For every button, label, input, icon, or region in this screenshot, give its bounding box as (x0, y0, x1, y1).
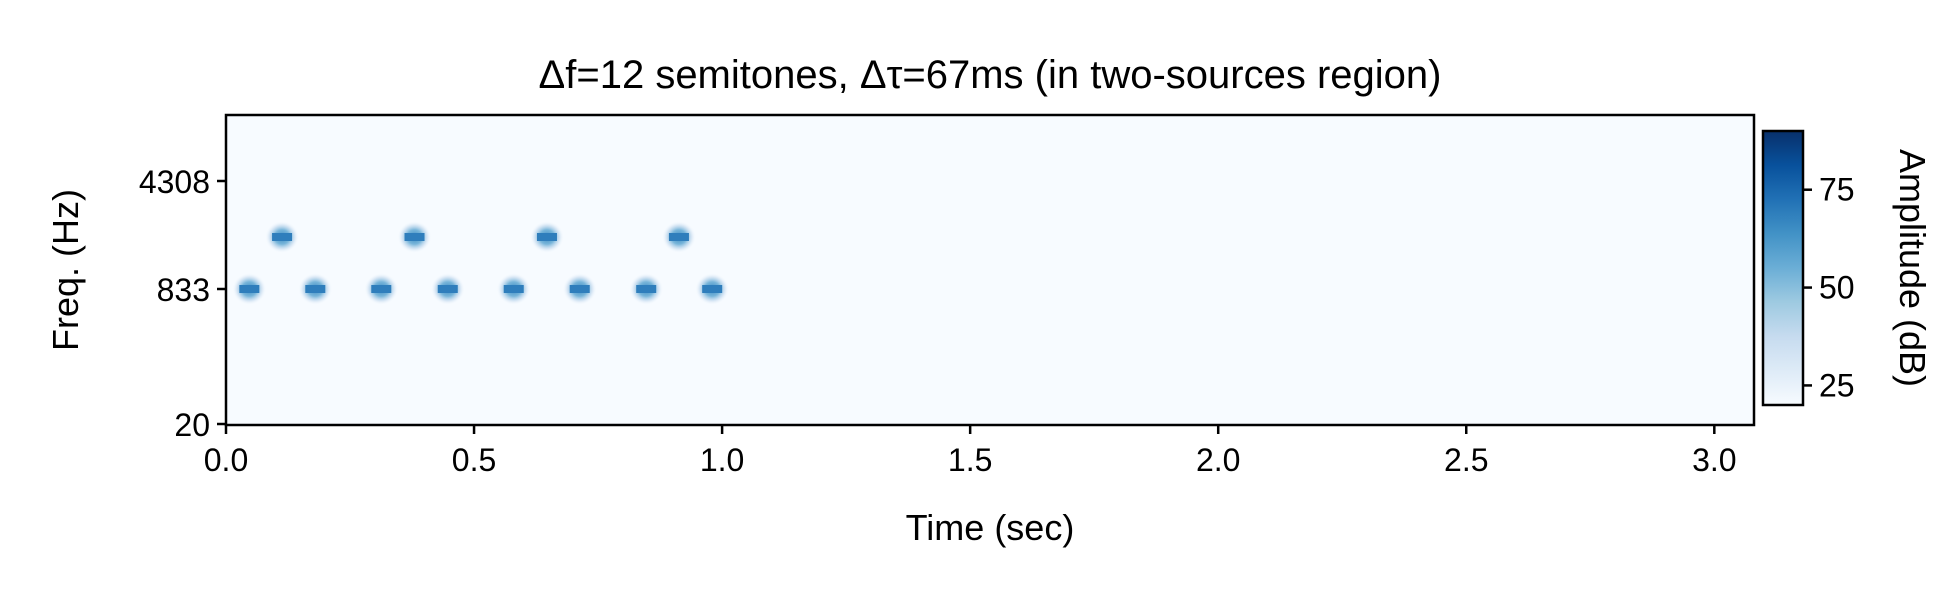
tone-blob (397, 221, 432, 253)
y-tick-label: 833 (157, 272, 210, 308)
x-tick: 0.0 (204, 425, 248, 478)
colorbar-label: Amplitude (dB) (1892, 149, 1933, 387)
tone-blob (496, 273, 531, 305)
tone-blob (232, 273, 267, 305)
spectrogram-background (226, 115, 1754, 425)
colorbar-tick: 50 (1803, 270, 1855, 306)
x-tick: 2.0 (1196, 425, 1240, 478)
y-axis-label: Freq. (Hz) (45, 189, 86, 351)
y-tick: 20 (174, 407, 226, 443)
x-tick-label: 2.5 (1444, 442, 1488, 478)
plot-frame (224, 113, 1756, 427)
tone-blob (529, 221, 564, 253)
tone-blob (430, 273, 465, 305)
tone-blob (562, 273, 597, 305)
x-tick-label: 1.0 (700, 442, 744, 478)
colorbar-tick-label: 50 (1819, 270, 1855, 306)
y-tick: 833 (157, 272, 226, 308)
x-tick: 3.0 (1692, 425, 1737, 478)
x-tick-label: 0.0 (204, 442, 248, 478)
colorbar-gradient (1761, 129, 1805, 407)
tone-blob (265, 221, 300, 253)
colorbar-tick: 75 (1803, 172, 1855, 208)
x-tick: 2.5 (1444, 425, 1489, 478)
y-tick: 4308 (139, 164, 226, 200)
x-tick-label: 2.0 (1196, 442, 1240, 478)
tone-blob (695, 273, 730, 305)
tone-blob (364, 273, 399, 305)
x-tick-label: 0.5 (452, 442, 496, 478)
x-tick-label: 1.5 (948, 442, 992, 478)
y-axis-ticks: 20 833 4308 (139, 164, 226, 443)
colorbar-tick-label: 25 (1819, 367, 1855, 403)
x-tick: 1.5 (948, 425, 992, 478)
colorbar-ticks: 25 50 75 (1803, 172, 1855, 403)
x-tick: 1.0 (700, 425, 744, 478)
tones-layer (232, 221, 730, 305)
y-tick-label: 4308 (139, 164, 210, 200)
x-tick-label: 3.0 (1692, 442, 1736, 478)
y-tick-label: 20 (174, 407, 210, 443)
colorbar-tick-label: 75 (1819, 172, 1855, 208)
spectrogram-plot-area (224, 113, 1756, 427)
tone-blob (298, 273, 333, 305)
x-axis-ticks: 0.0 0.5 1.0 1.5 2.0 2.5 3.0 (204, 425, 1737, 478)
colorbar-tick: 25 (1803, 367, 1855, 403)
x-tick: 0.5 (452, 425, 496, 478)
colorbar: 25 50 75 Amplitude (dB) (1761, 129, 1933, 407)
tone-blob (629, 273, 664, 305)
chart-title: Δf=12 semitones, Δτ=67ms (in two-sources… (539, 53, 1442, 97)
x-axis-label: Time (sec) (906, 507, 1075, 548)
tone-blob (661, 221, 696, 253)
